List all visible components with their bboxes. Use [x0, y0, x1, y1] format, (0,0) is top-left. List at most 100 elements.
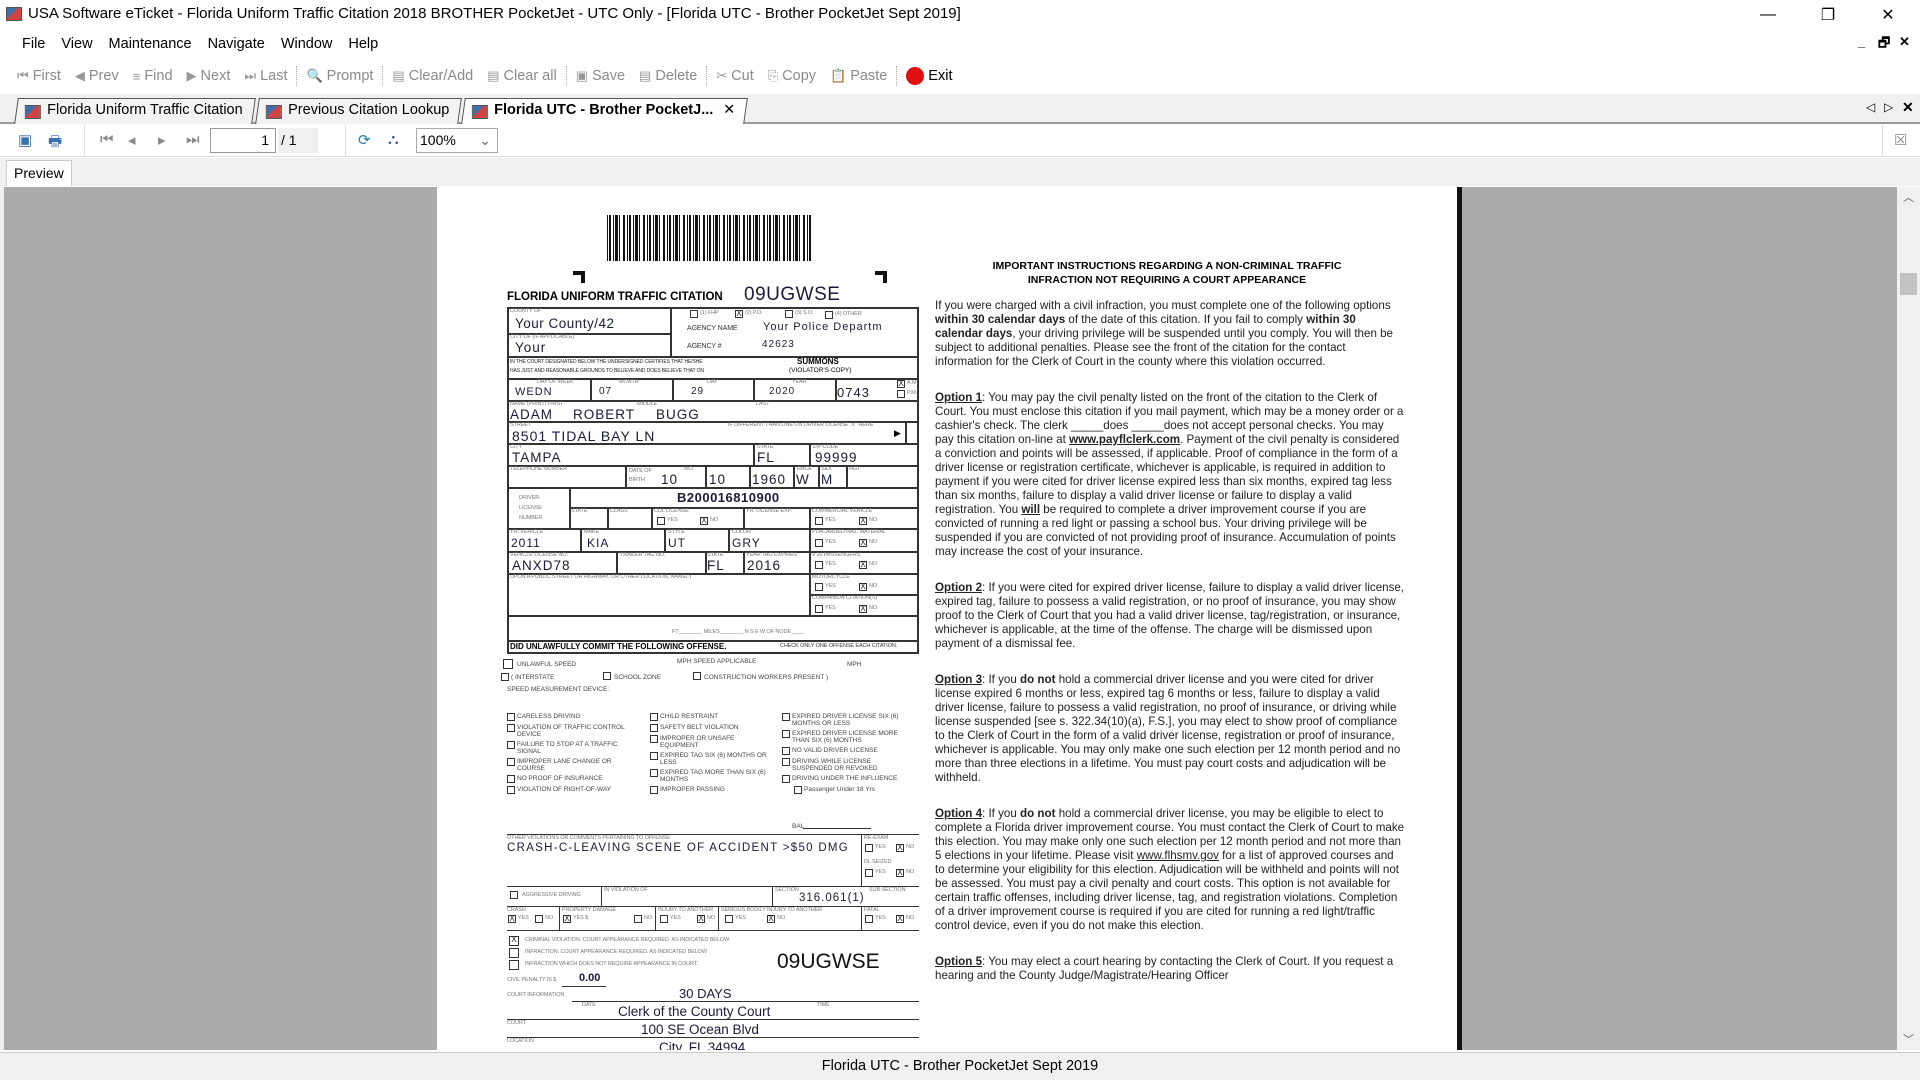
- binoculars-icon[interactable]: ⛬: [388, 131, 399, 148]
- reexam-no-checkbox[interactable]: X: [896, 843, 904, 852]
- mdi-close-button[interactable]: ✕: [1899, 34, 1910, 49]
- violation-checkbox[interactable]: [507, 713, 515, 721]
- mdi-restore-button[interactable]: 🗗: [1878, 35, 1891, 50]
- menu-file[interactable]: File: [22, 36, 46, 52]
- agency-fhp-checkbox[interactable]: [690, 310, 698, 318]
- violation-item[interactable]: VIOLATION OF TRAFFIC CONTROL DEVICE: [507, 724, 627, 738]
- restore-button[interactable]: ❐: [1820, 6, 1836, 24]
- hazmat-no-checkbox[interactable]: X: [859, 538, 867, 547]
- violation-item[interactable]: EXPIRED TAG SIX (6) MONTHS OR LESS: [650, 752, 770, 766]
- hazmat-yes-checkbox[interactable]: [815, 539, 823, 547]
- serious-yes-checkbox[interactable]: [725, 915, 733, 923]
- menu-help[interactable]: Help: [348, 36, 379, 52]
- paste-button[interactable]: 📋 Paste: [823, 68, 894, 84]
- menu-maintenance[interactable]: Maintenance: [108, 36, 192, 52]
- prev-button[interactable]: ◀ Prev: [68, 68, 126, 84]
- unlawful-speed-checkbox[interactable]: [503, 659, 513, 669]
- construction-checkbox[interactable]: [693, 672, 701, 680]
- violation-item[interactable]: Passenger Under 18 Yrs: [794, 786, 924, 794]
- violation-item[interactable]: NO PROOF OF INSURANCE: [507, 775, 627, 783]
- violation-item[interactable]: FAILURE TO STOP AT A TRAFFIC SIGNAL: [507, 741, 627, 755]
- cdl-no-checkbox[interactable]: X: [700, 516, 708, 525]
- violation-checkbox[interactable]: [507, 724, 515, 732]
- school-zone-checkbox[interactable]: [603, 672, 611, 680]
- agency-pd-checkbox[interactable]: X: [735, 309, 743, 318]
- reexam-yes-checkbox[interactable]: [865, 844, 873, 852]
- tab-preview[interactable]: Preview: [6, 160, 72, 186]
- scroll-tabs-left-icon[interactable]: ◁: [1866, 100, 1876, 114]
- violation-checkbox[interactable]: [650, 713, 658, 721]
- cdl-yes-checkbox[interactable]: [657, 517, 665, 525]
- flhsmv-link[interactable]: www.flhsmv.gov: [1136, 849, 1219, 862]
- serious-no-checkbox[interactable]: X: [767, 914, 775, 923]
- page-number-input[interactable]: 1: [210, 128, 276, 153]
- violation-item[interactable]: EXPIRED DRIVER LICENSE MORE THAN SIX (6)…: [782, 730, 924, 744]
- exit-button[interactable]: Exit: [899, 67, 959, 85]
- violation-checkbox[interactable]: [782, 758, 790, 766]
- violation-item[interactable]: IMPROPER LANE CHANGE OR COURSE: [507, 758, 627, 772]
- save-button[interactable]: ▣ Save: [569, 68, 632, 84]
- payflclerk-link[interactable]: www.payflclerk.com: [1069, 433, 1181, 446]
- violation-checkbox[interactable]: [507, 741, 515, 749]
- pm-checkbox[interactable]: [897, 390, 905, 398]
- tab-florida-utc-brother-pocketjet[interactable]: Florida UTC - Brother PocketJ... ✕: [460, 98, 748, 124]
- menu-view[interactable]: View: [61, 36, 93, 52]
- close-tab-icon[interactable]: ✕: [1902, 99, 1914, 115]
- dlseized-no-checkbox[interactable]: X: [896, 868, 904, 877]
- violation-item[interactable]: EXPIRED TAG MORE THAN SIX (6) MONTHS: [650, 769, 770, 783]
- tab-florida-uniform-traffic-citation[interactable]: Florida Uniform Traffic Citation: [14, 98, 256, 124]
- dlseized-yes-checkbox[interactable]: [865, 869, 873, 877]
- tab-previous-citation-lookup[interactable]: Previous Citation Lookup: [254, 98, 462, 124]
- violation-item[interactable]: CARELESS DRIVING: [507, 713, 627, 721]
- violation-item[interactable]: SAFETY BELT VIOLATION: [650, 724, 770, 732]
- criminal-checkbox[interactable]: X: [509, 936, 519, 946]
- crash-yes-checkbox[interactable]: X: [508, 914, 516, 923]
- delete-button[interactable]: ▤ Delete: [632, 68, 704, 84]
- last-button[interactable]: ⏭ Last: [237, 68, 294, 84]
- violation-item[interactable]: NO VALID DRIVER LICENSE: [782, 747, 924, 755]
- agency-other-checkbox[interactable]: [825, 311, 833, 319]
- interstate-checkbox[interactable]: [501, 673, 509, 681]
- fatal-no-checkbox[interactable]: X: [896, 914, 904, 923]
- crash-no-checkbox[interactable]: [535, 915, 543, 923]
- scrollbar-thumb[interactable]: [1900, 273, 1917, 295]
- injury-yes-checkbox[interactable]: [660, 915, 668, 923]
- agency-so-checkbox[interactable]: [785, 310, 793, 318]
- violation-checkbox[interactable]: [650, 786, 658, 794]
- violation-checkbox[interactable]: [782, 775, 790, 783]
- injury-no-checkbox[interactable]: X: [697, 914, 705, 923]
- violation-checkbox[interactable]: [782, 713, 790, 721]
- violation-checkbox[interactable]: [507, 786, 515, 794]
- first-page-icon[interactable]: ⏮: [100, 131, 114, 148]
- infraction-nocourt-checkbox[interactable]: [509, 960, 519, 970]
- violation-item[interactable]: VIOLATION OF RIGHT-OF-WAY: [507, 786, 627, 794]
- infraction-court-checkbox[interactable]: [509, 948, 519, 958]
- commercial-yes-checkbox[interactable]: [815, 517, 823, 525]
- vertical-scrollbar[interactable]: ︿ ﹀: [1897, 187, 1920, 1050]
- motorcycle-no-checkbox[interactable]: X: [859, 582, 867, 591]
- close-window-button[interactable]: ✕: [1881, 6, 1895, 24]
- violation-item[interactable]: EXPIRED DRIVER LICENSE SIX (6) MONTHS OR…: [782, 713, 924, 727]
- violation-item[interactable]: DRIVING UNDER THE INFLUENCE: [782, 775, 924, 783]
- minimize-button[interactable]: —: [1760, 5, 1776, 23]
- aggressive-driving-checkbox[interactable]: [510, 891, 518, 899]
- companion-yes-checkbox[interactable]: [815, 605, 823, 613]
- print-icon[interactable]: 🖶: [48, 133, 63, 150]
- violation-checkbox[interactable]: [650, 724, 658, 732]
- companion-no-checkbox[interactable]: X: [859, 604, 867, 613]
- cut-button[interactable]: ✂ Cut: [709, 68, 760, 84]
- motorcycle-yes-checkbox[interactable]: [815, 583, 823, 591]
- first-button[interactable]: ⏮ First: [10, 68, 68, 84]
- scroll-down-icon[interactable]: ﹀: [1903, 1034, 1914, 1046]
- clear-all-button[interactable]: ▤ Clear all: [480, 68, 563, 84]
- scroll-up-icon[interactable]: ︿: [1903, 192, 1914, 204]
- violation-item[interactable]: IMPROPER PASSING: [650, 786, 770, 794]
- last-page-icon[interactable]: ⏭: [186, 131, 200, 148]
- passengers-no-checkbox[interactable]: X: [859, 560, 867, 569]
- violation-checkbox[interactable]: [782, 730, 790, 738]
- export-icon[interactable]: ▣: [18, 132, 33, 149]
- menu-navigate[interactable]: Navigate: [207, 36, 265, 52]
- fatal-yes-checkbox[interactable]: [865, 915, 873, 923]
- prompt-button[interactable]: 🔍 Prompt: [299, 68, 380, 84]
- mdi-minimize-button[interactable]: _: [1858, 34, 1866, 49]
